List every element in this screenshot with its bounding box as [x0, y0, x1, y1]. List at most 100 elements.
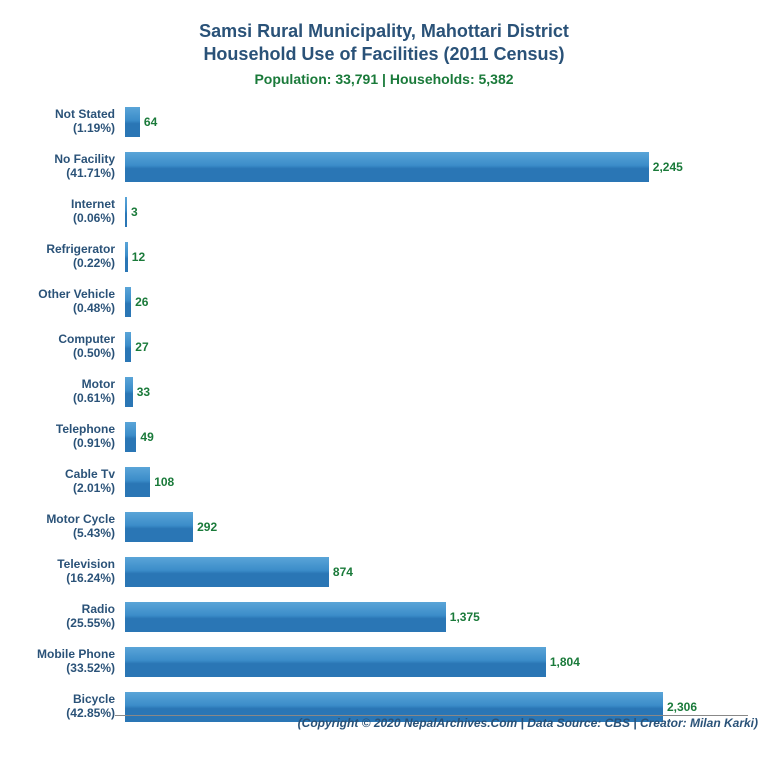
bar [125, 647, 546, 677]
bar [125, 287, 131, 317]
bar-row: Other Vehicle(0.48%)26 [125, 279, 758, 324]
bar-label-percent: (16.24%) [10, 572, 115, 586]
bar-track: 1,804 [125, 639, 758, 684]
bar [125, 512, 193, 542]
bar-label-name: Motor [10, 378, 115, 392]
bar-label-name: Refrigerator [10, 243, 115, 257]
bar-label-name: Not Stated [10, 108, 115, 122]
bar-label-percent: (0.91%) [10, 437, 115, 451]
bar-label-percent: (2.01%) [10, 482, 115, 496]
bar-label-name: Radio [10, 603, 115, 617]
bar-label-percent: (0.61%) [10, 392, 115, 406]
bar-value-label: 108 [154, 475, 174, 489]
bar-label: Telephone(0.91%) [10, 423, 120, 451]
bar-label-percent: (5.43%) [10, 527, 115, 541]
bar-label: Mobile Phone(33.52%) [10, 648, 120, 676]
bar-label-name: Television [10, 558, 115, 572]
bar-row: Not Stated(1.19%)64 [125, 99, 758, 144]
bar-label: Motor(0.61%) [10, 378, 120, 406]
bar-track: 64 [125, 99, 758, 144]
subtitle: Population: 33,791 | Households: 5,382 [10, 71, 758, 87]
bar-label-percent: (0.50%) [10, 347, 115, 361]
bar-label-name: Telephone [10, 423, 115, 437]
bar [125, 422, 136, 452]
bar [125, 242, 128, 272]
bar [125, 107, 140, 137]
bar-track: 874 [125, 549, 758, 594]
title-block: Samsi Rural Municipality, Mahottari Dist… [10, 20, 758, 65]
bar-track: 1,375 [125, 594, 758, 639]
bar-row: Computer(0.50%)27 [125, 324, 758, 369]
bar-value-label: 12 [132, 250, 145, 264]
bar-label: No Facility(41.71%) [10, 153, 120, 181]
bar-track: 292 [125, 504, 758, 549]
bar-track: 33 [125, 369, 758, 414]
bar-row: Television(16.24%)874 [125, 549, 758, 594]
bar-label-percent: (41.71%) [10, 167, 115, 181]
footer-credit: (Copyright © 2020 NepalArchives.Com | Da… [0, 716, 758, 730]
bar-label-percent: (0.48%) [10, 302, 115, 316]
bar-row: No Facility(41.71%)2,245 [125, 144, 758, 189]
title-line-2: Household Use of Facilities (2011 Census… [10, 43, 758, 66]
bar-label-name: No Facility [10, 153, 115, 167]
bar-label-percent: (1.19%) [10, 122, 115, 136]
bar-label: Radio(25.55%) [10, 603, 120, 631]
bar-row: Mobile Phone(33.52%)1,804 [125, 639, 758, 684]
title-line-1: Samsi Rural Municipality, Mahottari Dist… [10, 20, 758, 43]
bar-track: 3 [125, 189, 758, 234]
chart-container: Samsi Rural Municipality, Mahottari Dist… [0, 0, 768, 768]
bar-track: 12 [125, 234, 758, 279]
bar-label-name: Internet [10, 198, 115, 212]
bar-value-label: 292 [197, 520, 217, 534]
bar-track: 26 [125, 279, 758, 324]
bar-value-label: 26 [135, 295, 148, 309]
bar-label: Computer(0.50%) [10, 333, 120, 361]
bar [125, 332, 131, 362]
bar-value-label: 64 [144, 115, 157, 129]
bar-label-name: Cable Tv [10, 468, 115, 482]
bar-value-label: 49 [140, 430, 153, 444]
bar-label: Refrigerator(0.22%) [10, 243, 120, 271]
bar-label-name: Computer [10, 333, 115, 347]
bar-value-label: 27 [135, 340, 148, 354]
bar-track: 49 [125, 414, 758, 459]
bar [125, 557, 329, 587]
bar-label: Cable Tv(2.01%) [10, 468, 120, 496]
bar-label-percent: (0.22%) [10, 257, 115, 271]
bar-row: Radio(25.55%)1,375 [125, 594, 758, 639]
bar-value-label: 2,306 [667, 700, 697, 714]
bar-label-percent: (33.52%) [10, 662, 115, 676]
bar-row: Refrigerator(0.22%)12 [125, 234, 758, 279]
bar-label: Television(16.24%) [10, 558, 120, 586]
bar-row: Motor Cycle(5.43%)292 [125, 504, 758, 549]
bar [125, 152, 649, 182]
bar [125, 602, 446, 632]
bar [125, 467, 150, 497]
plot-area: Not Stated(1.19%)64No Facility(41.71%)2,… [10, 99, 758, 729]
bar-label-name: Mobile Phone [10, 648, 115, 662]
bar-row: Cable Tv(2.01%)108 [125, 459, 758, 504]
bar-row: Telephone(0.91%)49 [125, 414, 758, 459]
bar-track: 2,245 [125, 144, 758, 189]
bar [125, 197, 127, 227]
bar-label-name: Other Vehicle [10, 288, 115, 302]
bar-label: Not Stated(1.19%) [10, 108, 120, 136]
bar-label-percent: (25.55%) [10, 617, 115, 631]
bar-track: 27 [125, 324, 758, 369]
bar-value-label: 3 [131, 205, 138, 219]
bar-label: Other Vehicle(0.48%) [10, 288, 120, 316]
bar-value-label: 874 [333, 565, 353, 579]
bar-label-name: Bicycle [10, 693, 115, 707]
bar-value-label: 1,804 [550, 655, 580, 669]
bar [125, 377, 133, 407]
bar-label: Internet(0.06%) [10, 198, 120, 226]
bar-label: Motor Cycle(5.43%) [10, 513, 120, 541]
bar-row: Motor(0.61%)33 [125, 369, 758, 414]
bar-row: Internet(0.06%)3 [125, 189, 758, 234]
bar-value-label: 2,245 [653, 160, 683, 174]
bar-value-label: 33 [137, 385, 150, 399]
bar-track: 108 [125, 459, 758, 504]
bar-value-label: 1,375 [450, 610, 480, 624]
bar-label-name: Motor Cycle [10, 513, 115, 527]
bar-label-percent: (0.06%) [10, 212, 115, 226]
